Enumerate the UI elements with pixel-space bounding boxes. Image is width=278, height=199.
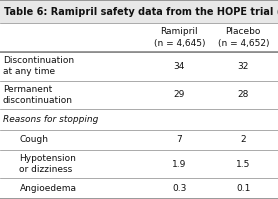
Text: 7: 7 [177, 136, 182, 144]
Text: Placebo
(n = 4,652): Placebo (n = 4,652) [217, 27, 269, 48]
Text: Hypotension
or dizziness: Hypotension or dizziness [19, 154, 76, 174]
Text: 32: 32 [238, 62, 249, 71]
Text: Reasons for stopping: Reasons for stopping [3, 115, 98, 124]
Text: 34: 34 [174, 62, 185, 71]
Text: 1.5: 1.5 [236, 160, 250, 169]
Text: Table 6: Ramipril safety data from the HOPE trial (%)²: Table 6: Ramipril safety data from the H… [4, 7, 278, 17]
Text: Discontinuation
at any time: Discontinuation at any time [3, 56, 74, 76]
Text: 2: 2 [240, 136, 246, 144]
Text: 1.9: 1.9 [172, 160, 187, 169]
Text: Cough: Cough [19, 136, 48, 144]
Text: Ramipril
(n = 4,645): Ramipril (n = 4,645) [153, 27, 205, 48]
Text: Permanent
discontinuation: Permanent discontinuation [3, 85, 73, 105]
Text: 0.3: 0.3 [172, 184, 187, 193]
Bar [0, 0, 278, 23]
Text: Angioedema: Angioedema [19, 184, 76, 193]
Text: 28: 28 [238, 91, 249, 100]
Text: 29: 29 [174, 91, 185, 100]
Text: 0.1: 0.1 [236, 184, 250, 193]
